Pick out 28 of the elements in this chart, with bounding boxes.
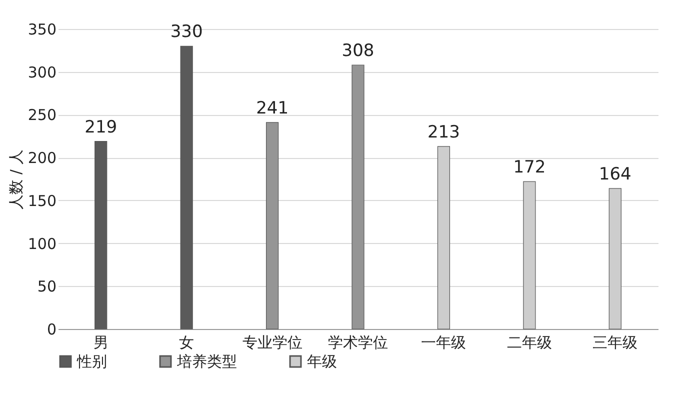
data-label: 330 <box>170 22 203 42</box>
y-tick-label: 150 <box>28 192 56 210</box>
legend-label: 年级 <box>307 352 337 371</box>
x-tick-label: 二年级 <box>506 334 552 352</box>
bar <box>180 46 193 330</box>
y-tick-label: 200 <box>28 149 56 168</box>
x-tick-label: 男 <box>93 334 108 352</box>
legend-label: 性别 <box>76 352 107 371</box>
y-axis-title: 人数 / 人 <box>6 150 25 210</box>
x-tick-label: 三年级 <box>592 334 638 352</box>
y-tick-label: 0 <box>46 320 56 338</box>
bar <box>94 140 108 330</box>
y-tick-label: 100 <box>28 234 56 253</box>
data-label: 213 <box>427 122 460 142</box>
x-tick-label: 学术学位 <box>328 334 388 352</box>
legend-label: 培养类型 <box>176 352 237 371</box>
data-label: 164 <box>598 164 632 184</box>
y-tick-label: 50 <box>37 278 56 296</box>
data-label: 241 <box>256 98 289 118</box>
y-tick-label: 250 <box>28 106 56 124</box>
x-tick-label: 女 <box>179 334 194 352</box>
data-label: 308 <box>342 41 374 61</box>
x-tick-label: 一年级 <box>421 334 466 352</box>
x-tick-label: 专业学位 <box>242 334 302 352</box>
data-label: 219 <box>84 117 118 138</box>
y-tick-label: 300 <box>28 63 56 82</box>
y-tick-label: 350 <box>28 20 56 38</box>
data-label: 172 <box>513 158 546 178</box>
